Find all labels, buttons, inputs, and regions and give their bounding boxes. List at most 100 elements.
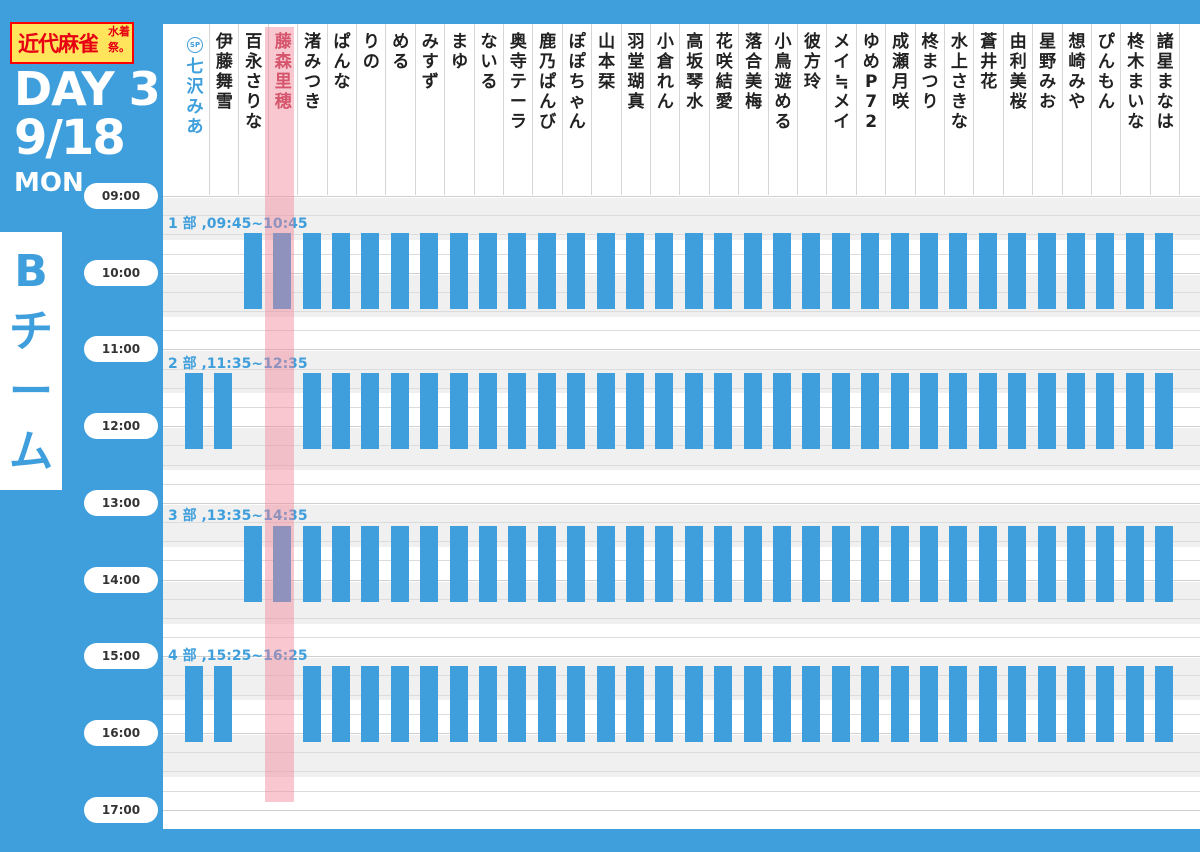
session-slot <box>214 373 233 449</box>
session-slot <box>1155 233 1174 309</box>
session-slot <box>626 526 644 602</box>
hour-line <box>163 579 1200 581</box>
session-slot <box>361 373 380 449</box>
column-divider <box>1091 24 1092 195</box>
session-slot <box>596 233 615 309</box>
session-slot <box>978 233 997 309</box>
session-slot <box>1096 373 1115 449</box>
hour-line <box>163 196 1200 197</box>
player-name: 成瀬月咲 <box>892 32 910 112</box>
session-slot <box>890 373 909 449</box>
column-divider <box>914 24 916 195</box>
column-divider <box>650 24 651 195</box>
session-slot <box>831 526 850 602</box>
player-name: りの <box>362 32 380 72</box>
session-slot <box>302 373 321 449</box>
session-slot <box>684 373 703 449</box>
session-slot <box>1125 233 1144 309</box>
session-slot <box>1067 233 1085 309</box>
session-slot <box>567 526 586 602</box>
logo: 近代麻雀 水着 祭。 <box>10 22 134 64</box>
grid-line <box>163 694 1200 696</box>
session-slot <box>420 526 439 602</box>
player-name: 百永さりな <box>245 32 263 132</box>
session-slot <box>890 526 909 602</box>
session-slot <box>1037 373 1056 449</box>
session-slot <box>449 666 468 742</box>
grid-line <box>163 330 1200 332</box>
player-name: ぽぽちゃん <box>568 32 586 132</box>
session-label: 4 部 ,15:25~16:25 <box>168 648 308 664</box>
session-slot <box>214 666 233 742</box>
grid-line <box>163 617 1200 619</box>
session-slot <box>1155 666 1174 742</box>
session-slot <box>508 526 527 602</box>
session-slot <box>449 526 468 602</box>
player-name: 水上さきな <box>950 32 968 132</box>
session-slot <box>802 373 821 449</box>
session-slot <box>802 233 821 309</box>
session-slot <box>537 526 556 602</box>
column-divider <box>1002 24 1004 195</box>
session-slot <box>479 373 497 449</box>
grid-line <box>163 368 1200 370</box>
time-label: 14:00 <box>84 566 158 593</box>
player-name: 星野みお <box>1039 32 1057 112</box>
session-slot <box>332 666 350 742</box>
column-divider <box>797 24 798 195</box>
column-divider <box>944 24 945 195</box>
column-divider <box>679 24 681 195</box>
session-slot <box>684 233 703 309</box>
player-name: 柊木まいな <box>1127 32 1145 132</box>
column-divider <box>885 24 887 195</box>
hour-line <box>163 656 1200 658</box>
session-slot <box>361 233 380 309</box>
session-slot <box>508 373 527 449</box>
session-slot <box>714 373 733 449</box>
column-divider <box>561 24 563 195</box>
session-slot <box>890 666 909 742</box>
time-label: 16:00 <box>84 719 158 746</box>
session-slot <box>861 666 880 742</box>
session-slot <box>714 666 733 742</box>
session-slot <box>537 373 556 449</box>
column-divider <box>473 24 475 195</box>
session-slot <box>626 373 644 449</box>
player-name: ないる <box>480 32 498 92</box>
session-slot <box>567 373 586 449</box>
session-slot <box>978 526 997 602</box>
session-slot <box>537 233 556 309</box>
player-name: 伊藤舞雪 <box>215 32 233 112</box>
player-name: メイ ≒ メイ <box>833 32 851 132</box>
session-slot <box>449 373 468 449</box>
session-slot <box>626 666 644 742</box>
hour-line <box>163 502 1200 504</box>
column-divider <box>620 24 622 195</box>
player-name: 花咲結愛 <box>715 32 733 112</box>
grid-line <box>163 483 1200 485</box>
player-name: 奥寺テーラ <box>509 32 527 132</box>
session-slot <box>596 666 615 742</box>
column-divider <box>444 24 446 195</box>
weekday-label: MON <box>14 168 84 198</box>
grid-line <box>163 541 1200 543</box>
session-slot <box>332 373 350 449</box>
grid-line <box>163 560 1200 562</box>
session-slot <box>390 233 409 309</box>
session-slot <box>1067 666 1085 742</box>
session-slot <box>949 233 968 309</box>
grid-line <box>163 387 1200 389</box>
session-slot <box>1008 666 1027 742</box>
column-divider <box>826 24 828 195</box>
player-name: 渚みつき <box>304 32 322 112</box>
time-label: 15:00 <box>84 643 158 670</box>
session-slot <box>361 666 380 742</box>
logo-sub-2: 祭。 <box>108 41 130 54</box>
session-slot <box>920 666 938 742</box>
column-divider <box>1032 24 1034 195</box>
column-divider <box>267 24 269 195</box>
session-slot <box>802 526 821 602</box>
session-slot <box>596 373 615 449</box>
logo-sub-1: 水着 <box>108 25 130 38</box>
session-slot <box>978 373 997 449</box>
